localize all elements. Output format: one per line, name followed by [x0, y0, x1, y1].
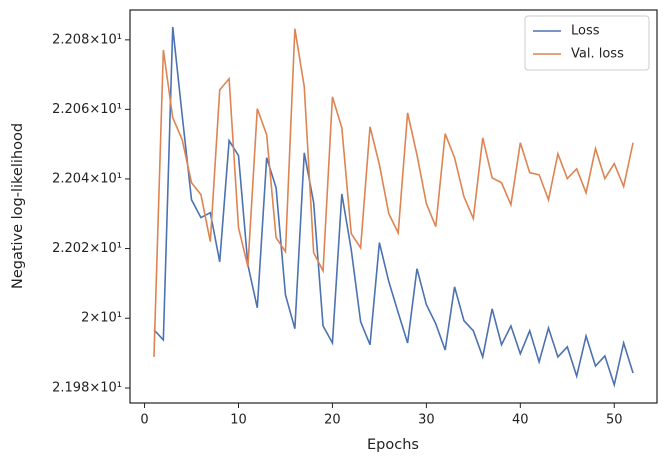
x-tick-label: 30 — [418, 413, 435, 428]
y-tick-label: 2.206×10¹ — [52, 102, 122, 117]
y-tick-label: 2.198×10¹ — [52, 380, 122, 395]
line-series — [153, 26, 634, 388]
legend-label: Val. loss — [571, 47, 624, 62]
y-tick-label: 2.202×10¹ — [52, 241, 122, 256]
y-axis-label: Negative log-likelihood — [10, 123, 26, 289]
x-tick-label: 20 — [324, 413, 341, 428]
x-tick-label: 50 — [606, 413, 623, 428]
x-axis-label: Epochs — [367, 437, 419, 453]
legend-label: Loss — [571, 24, 600, 39]
x-tick-label: 0 — [140, 413, 148, 428]
plot-frame — [129, 9, 658, 404]
x-tick-label: 40 — [512, 413, 529, 428]
y-tick-label: 2.204×10¹ — [52, 171, 122, 186]
y-tick-label: 2×10¹ — [81, 311, 122, 326]
x-tick-label: 10 — [230, 413, 247, 428]
y-tick-label: 2.208×10¹ — [52, 32, 122, 47]
legend-box — [524, 15, 650, 71]
line-series — [153, 28, 634, 357]
legend: Loss Val. loss — [524, 15, 650, 71]
